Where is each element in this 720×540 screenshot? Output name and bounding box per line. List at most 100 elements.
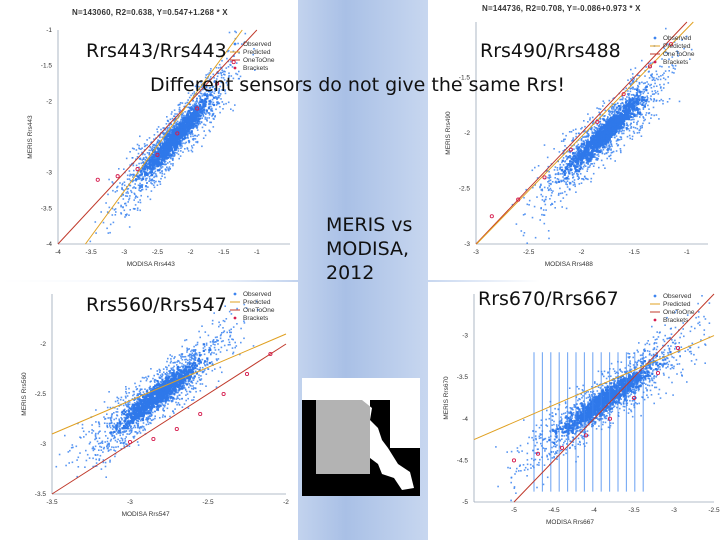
y-tick-label: -5 (462, 499, 468, 506)
y-axis-label: MERIS Rrs443 (27, 115, 34, 159)
bracket-point (568, 147, 573, 152)
legend-label: Brackets (663, 317, 689, 324)
x-tick-label: -3.5 (46, 499, 58, 506)
bracket-point (607, 416, 613, 421)
legend-label: Predicted (663, 301, 691, 308)
y-tick-label: -4 (46, 241, 52, 248)
x-tick-label: -2.5 (708, 507, 720, 514)
chart-panel-rrs443: N=143060, R2=0.638, Y=0.547+1.268 * X -4… (0, 0, 298, 280)
y-tick-label: -3 (46, 170, 52, 177)
y-tick-label: -2 (40, 341, 46, 348)
chart-panel-rrs560: -3.5 -3 -2.5 -2 -2 -2.5 -3 -3.5 MODISA Rrs547 MER… (0, 282, 298, 540)
observed-points (495, 295, 711, 502)
y-tick-label: -3.5 (41, 205, 53, 212)
panel-title-rrs560: Rrs560/Rrs547 (86, 294, 227, 316)
y-tick-label: -3 (40, 441, 46, 448)
bracket-point (115, 174, 120, 179)
x-tick-label: -3 (671, 507, 677, 514)
scatter-plot-rrs670: -5 -4.5 -4 -3.5 -3 -2.5 -3 -3.5 -4 -4.5 -5 MODISA R… (443, 293, 720, 526)
x-axis-label: MODISA Rrs667 (546, 519, 594, 526)
legend-label: OneToOne (663, 309, 695, 316)
predicted-line (476, 21, 694, 245)
bracket-point (631, 395, 637, 401)
legend-marker (653, 36, 657, 40)
legend-label: Predicted (243, 299, 271, 306)
legend-label: Observed (243, 291, 272, 298)
y-tick-label: -2 (46, 98, 52, 105)
ocean-region-map-icon (302, 378, 420, 496)
map-shape (302, 378, 420, 490)
bracket-point (559, 445, 565, 450)
bracket-point (151, 436, 156, 442)
y-tick-label: -3.5 (35, 491, 47, 498)
legend-label: OneToOne (243, 57, 275, 64)
observed-points (55, 300, 259, 478)
x-axis-label: MODISA Rrs547 (122, 511, 170, 518)
legend-marker (653, 318, 657, 322)
legend-label: Observed (663, 35, 692, 42)
bracket-point (535, 451, 541, 456)
one-to-one-line (51, 343, 287, 495)
x-tick-label: -5 (511, 507, 517, 514)
chart-header-stats: N=143060, R2=0.638, Y=0.547+1.268 * X (72, 8, 228, 17)
bracket-point (135, 167, 140, 172)
x-tick-label: -3 (473, 249, 479, 256)
bracket-point (489, 214, 494, 219)
x-tick-label: -2.5 (152, 249, 164, 256)
y-tick-label: -3 (464, 241, 470, 248)
bracket-point (95, 177, 100, 182)
bracket-point (198, 411, 203, 417)
x-tick-label: -2 (283, 499, 289, 506)
x-tick-label: -2 (188, 249, 194, 256)
y-tick-label: -1.5 (41, 63, 53, 70)
one-to-one-line (513, 293, 715, 503)
legend-label: OneToOne (663, 51, 695, 58)
scatter-plot-rrs443: -4 -3.5 -3 -2.5 -2 -1.5 -1 -1 -1.5 -2 -3 -3.5 -4 MODI… (27, 27, 290, 268)
scatter-plot-rrs560: -3.5 -3 -2.5 -2 -2 -2.5 -3 -3.5 MODISA Rrs547 MER… (21, 291, 289, 518)
y-tick-label: -1.5 (459, 75, 471, 82)
y-tick-label: -3.5 (457, 374, 469, 381)
bracket-point (175, 131, 180, 136)
y-tick-label: -4.5 (457, 457, 469, 464)
x-tick-label: -2.5 (523, 249, 535, 256)
bracket-point (195, 106, 200, 111)
legend-marker (233, 316, 237, 320)
y-tick-label: -3 (462, 333, 468, 340)
observed-points (89, 30, 256, 243)
predicted-line (51, 333, 287, 435)
legend-marker (653, 294, 657, 298)
x-tick-label: -1.5 (629, 249, 641, 256)
one-to-one-line (57, 29, 258, 245)
legend-marker (233, 292, 237, 296)
scatter-plot-rrs490: -3 -2.5 -2 -1.5 -1 -1.5 -2 -2.5 -3 MODISA Rrs488 M… (445, 21, 708, 268)
x-tick-label: -4 (55, 249, 61, 256)
predicted-line (473, 335, 715, 441)
legend-marker (233, 42, 237, 46)
y-tick-label: -2.5 (459, 186, 471, 193)
bracket-point (542, 175, 547, 180)
y-axis-label: MERIS Rrs670 (443, 376, 450, 420)
x-tick-label: -3.5 (86, 249, 98, 256)
bracket-point (595, 119, 600, 124)
sensor-comparison-note: MERIS vs MODISA, 2012 (326, 214, 413, 284)
bracket-point (155, 152, 160, 157)
x-tick-label: -2 (579, 249, 585, 256)
x-axis-label: MODISA Rrs443 (127, 261, 175, 268)
bracket-point (221, 391, 226, 397)
panel-title-rrs490: Rrs490/Rrs488 (480, 40, 621, 62)
legend-label: Observed (663, 293, 692, 300)
bracket-point (127, 439, 133, 445)
x-axis-label: MODISA Rrs488 (545, 261, 593, 268)
chart-header-stats: N=144736, R2=0.708, Y=-0.086+0.973 * X (482, 4, 641, 13)
bracket-point (268, 351, 273, 357)
legend-marker (653, 60, 657, 64)
y-axis-label: MERIS Rrs490 (445, 111, 452, 155)
bracket-point (583, 433, 589, 438)
legend-label: Predicted (663, 43, 691, 50)
bracket-point (669, 42, 674, 47)
x-tick-label: -4.5 (548, 507, 560, 514)
legend-label: Brackets (243, 65, 269, 72)
chart-panel-rrs670: -5 -4.5 -4 -3.5 -3 -2.5 -3 -3.5 -4 -4.5 -5 MODISA R… (428, 282, 720, 540)
